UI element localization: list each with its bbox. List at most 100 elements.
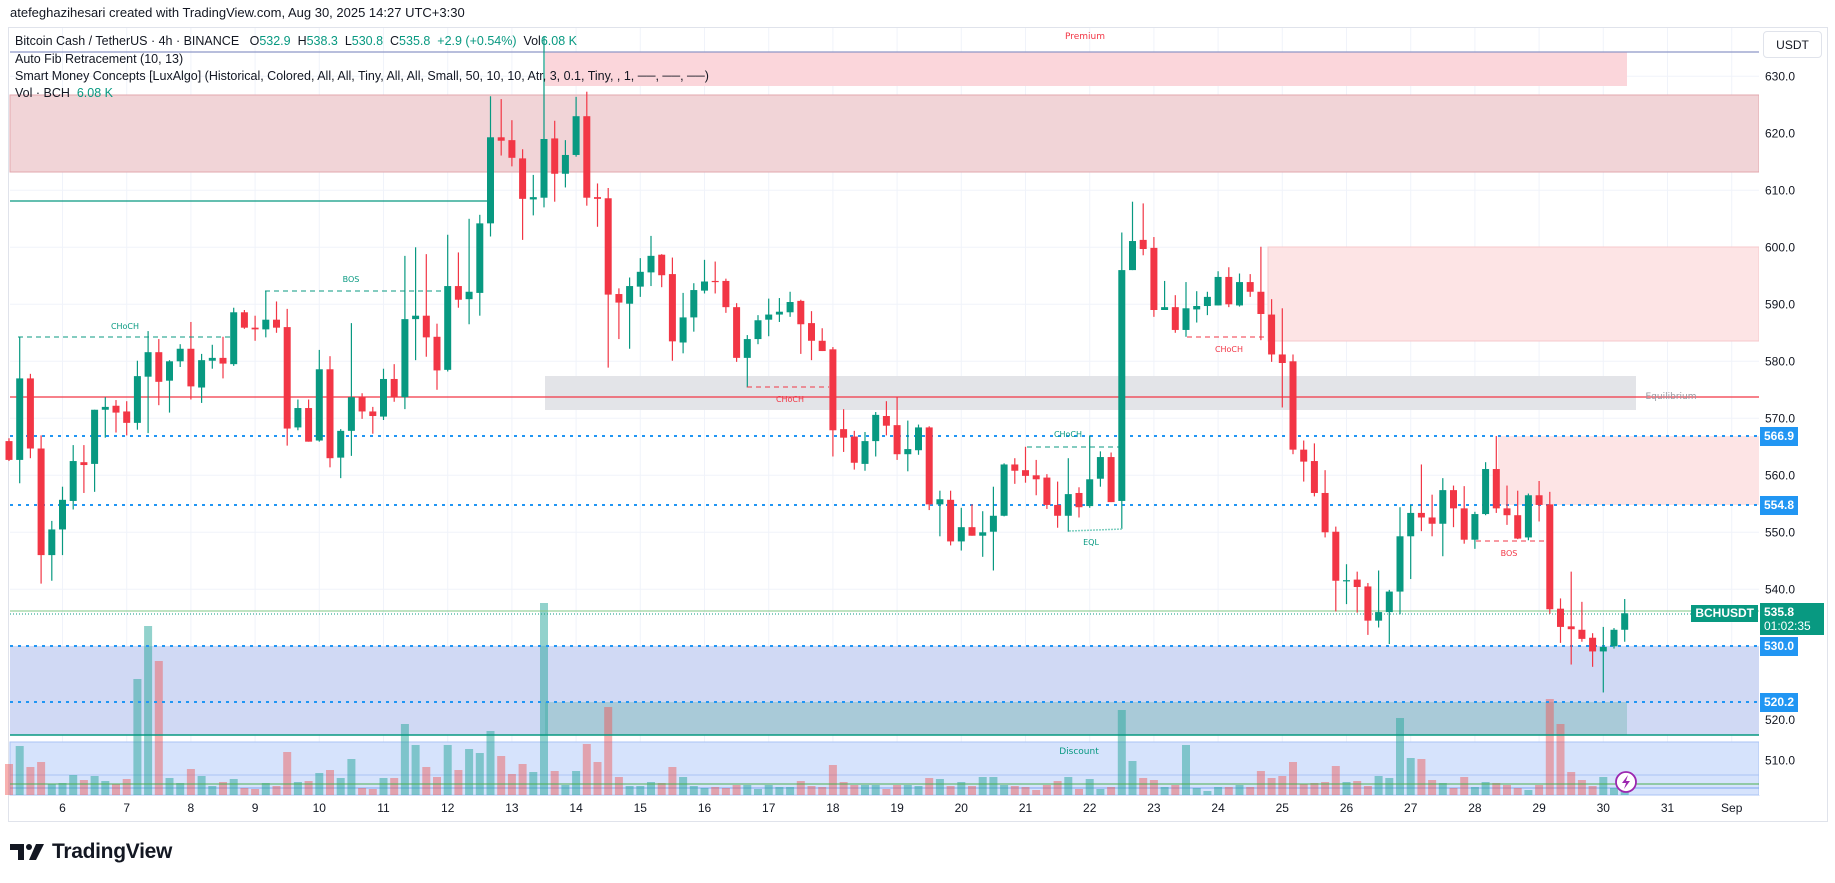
candle[interactable] — [1417, 464, 1425, 532]
candle[interactable] — [176, 344, 184, 367]
candle[interactable] — [882, 401, 890, 436]
candle[interactable] — [358, 393, 366, 419]
candle[interactable] — [1546, 491, 1554, 614]
candle[interactable] — [1439, 478, 1447, 557]
candle[interactable] — [1364, 583, 1372, 635]
candle[interactable] — [91, 409, 99, 492]
candle[interactable] — [1236, 273, 1243, 307]
candle[interactable] — [1096, 451, 1104, 487]
candle[interactable] — [80, 445, 88, 493]
candle[interactable] — [797, 299, 805, 354]
candle[interactable] — [251, 315, 259, 341]
indicator-volume[interactable]: Vol · BCH 6.08 K — [15, 86, 113, 100]
candle[interactable] — [208, 344, 216, 369]
candle[interactable] — [1589, 633, 1597, 667]
candle[interactable] — [1161, 280, 1169, 310]
candle[interactable] — [369, 406, 377, 434]
candle[interactable] — [1310, 443, 1318, 497]
candle[interactable] — [626, 277, 634, 349]
candle[interactable] — [465, 218, 473, 325]
candle[interactable] — [454, 252, 462, 308]
candle[interactable] — [893, 397, 901, 460]
candle[interactable] — [1503, 485, 1511, 525]
candle[interactable] — [230, 307, 238, 366]
candle[interactable] — [808, 311, 815, 361]
candle[interactable] — [101, 397, 109, 438]
candle[interactable] — [615, 288, 623, 340]
candle[interactable] — [487, 96, 494, 237]
candle[interactable] — [1075, 487, 1083, 518]
candle[interactable] — [925, 426, 933, 511]
candle[interactable] — [1535, 481, 1543, 522]
candle[interactable] — [1460, 486, 1468, 544]
candle[interactable] — [1139, 203, 1147, 256]
candle[interactable] — [1385, 589, 1393, 645]
candle[interactable] — [326, 356, 334, 468]
candle[interactable] — [733, 303, 741, 362]
price-axis[interactable] — [1759, 28, 1827, 795]
candle[interactable] — [679, 292, 687, 354]
candle[interactable] — [989, 486, 997, 571]
candle[interactable] — [1086, 435, 1094, 508]
candle[interactable] — [1375, 570, 1383, 628]
candle[interactable] — [1107, 452, 1115, 503]
candle[interactable] — [861, 431, 869, 471]
candle[interactable] — [1567, 571, 1575, 665]
candle[interactable] — [551, 120, 559, 202]
candle[interactable] — [1621, 598, 1629, 642]
candle[interactable] — [850, 430, 858, 470]
candle[interactable] — [273, 301, 280, 333]
candle[interactable] — [668, 257, 676, 361]
candle[interactable] — [1514, 490, 1522, 540]
candle[interactable] — [775, 298, 783, 322]
candle[interactable] — [476, 214, 484, 316]
candle[interactable] — [519, 149, 527, 240]
candle[interactable] — [16, 336, 24, 484]
candle[interactable] — [572, 96, 580, 157]
candle[interactable] — [1203, 291, 1211, 316]
candle[interactable] — [337, 429, 345, 479]
candle[interactable] — [433, 323, 441, 390]
candle[interactable] — [26, 373, 34, 459]
candle[interactable] — [1396, 507, 1404, 615]
candle[interactable] — [1182, 282, 1190, 337]
candle[interactable] — [1171, 295, 1179, 333]
candle[interactable] — [561, 140, 569, 188]
candle[interactable] — [915, 424, 922, 455]
candle[interactable] — [1257, 246, 1265, 341]
candle[interactable] — [508, 120, 516, 167]
candle[interactable] — [1428, 494, 1436, 537]
candle[interactable] — [1000, 463, 1008, 517]
candle[interactable] — [829, 347, 837, 457]
candle[interactable] — [401, 255, 409, 410]
candle[interactable] — [1492, 435, 1500, 513]
candle[interactable] — [583, 91, 591, 206]
candle[interactable] — [540, 36, 548, 208]
candle[interactable] — [1246, 274, 1254, 297]
candle[interactable] — [786, 291, 794, 317]
tradingview-logo[interactable]: TradingView — [10, 840, 172, 864]
candle[interactable] — [315, 349, 323, 442]
candle[interactable] — [604, 188, 612, 368]
candle[interactable] — [1289, 354, 1297, 455]
indicator-fib[interactable]: Auto Fib Retracement (10, 13) — [15, 52, 184, 66]
candle[interactable] — [198, 353, 206, 403]
candle[interactable] — [1300, 440, 1308, 482]
candle[interactable] — [1268, 299, 1276, 362]
candle[interactable] — [133, 360, 141, 430]
candle[interactable] — [444, 234, 452, 372]
candle[interactable] — [144, 331, 152, 434]
candle[interactable] — [69, 445, 77, 510]
candle[interactable] — [690, 283, 698, 332]
candle[interactable] — [529, 174, 537, 216]
candle[interactable] — [1578, 601, 1586, 642]
candle[interactable] — [1407, 504, 1415, 580]
candle[interactable] — [1032, 459, 1040, 496]
candle[interactable] — [765, 298, 773, 337]
indicator-smc[interactable]: Smart Money Concepts [LuxAlgo] (Historic… — [15, 69, 709, 83]
candle[interactable] — [1599, 626, 1607, 693]
candle[interactable] — [957, 507, 965, 551]
candle[interactable] — [380, 368, 387, 421]
candle[interactable] — [1321, 470, 1329, 538]
